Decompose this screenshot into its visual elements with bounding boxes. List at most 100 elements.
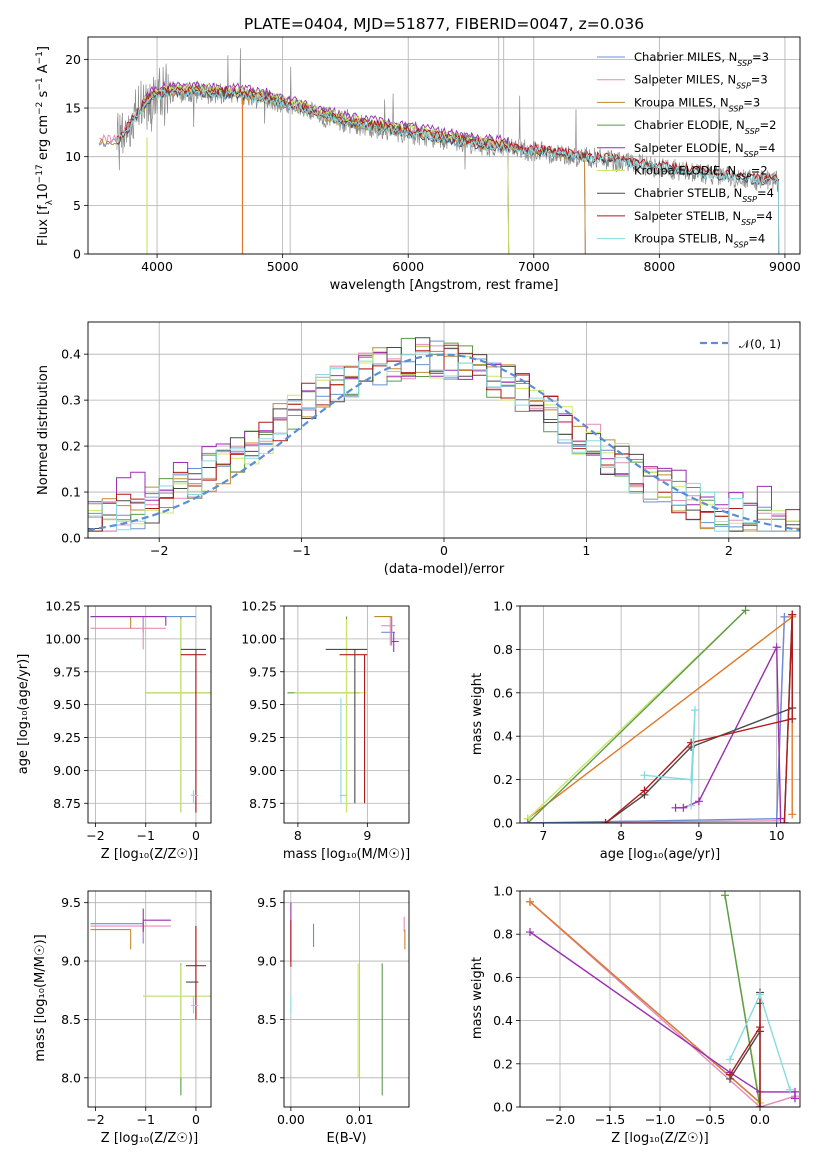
x-axis-label: (data-model)/error [384,562,505,577]
y-tick-label: 0.1 [61,485,81,500]
legend-label-text: Salpeter MILES, N [634,73,736,87]
legend-label-sub: SSP [744,149,759,158]
x-tick-label: 7000 [518,259,550,274]
weight-point-kroupa_stelib [786,1085,794,1094]
y-axis-label-part: Flux [f [36,205,51,246]
legend-label-text: Kroupa MILES, N [634,95,729,109]
x-tick-label: 8 [617,828,625,843]
x-tick-label: −2.0 [545,1112,575,1127]
y-tick-label: 0.6 [493,970,513,985]
weight-point-salpeter_stelib [788,610,797,619]
legend-label-sub: SSP [737,59,752,68]
legend-label-text: Chabrier MILES, N [634,50,737,64]
x-tick-label: 0.0 [750,1112,770,1127]
legend-label-suffix: =3 [751,73,768,87]
y-axis-label-part: −17 [35,164,45,183]
x-tick-label: 0.00 [277,1112,305,1127]
weight-line-chabrier_elodie [724,895,761,1107]
legend-label: Chabrier ELODIE, NSSP=2 [634,118,776,136]
panel-age_vs_Z: −2 −1 0 8.75 9.00 9.25 9.50 9.75 10.00 10.25 Z [lo… [16,599,212,862]
y-tick-label: 10.25 [45,599,81,614]
x-tick-label: 9 [363,828,371,843]
x-axis-label: Z [log₁₀(Z/Z☉)] [101,1131,198,1146]
weight-point-salpeter_stelib [640,786,649,795]
x-tick-label: −2 [150,543,168,558]
weight-point-salpeter_elodie [671,803,680,812]
y-tick-label: 9.75 [249,664,277,679]
panel-mass_vs_Z: −2 −1 0 8.0 8.5 9.0 9.5 Z [log₁₀(Z/Z☉)] mass [lo… [33,890,212,1146]
legend-label: Kroupa STELIB, NSSP=4 [634,232,765,250]
model-spectrum-salpeter_miles [99,84,586,254]
plot-area [523,606,797,823]
y-tick-label: 8.5 [257,1012,277,1027]
weight-line-salpeter_stelib [729,1003,761,1107]
y-tick-label: 9.00 [249,763,277,778]
residual-histogram-chabrier_stelib [88,337,800,532]
panel-mass_vs_ebv: 0.00 0.01 8.0 8.5 9.0 9.5 E(B-V) [257,890,410,1146]
legend-label-text: Kroupa STELIB, N [634,232,734,246]
x-axis-label: Z [log₁₀(Z/Z☉)] [611,1131,708,1146]
axes-frame [87,890,212,1108]
x-tick-label: 0.01 [346,1112,374,1127]
y-tick-label: 0.2 [493,1056,513,1071]
weight-point-orange [526,897,534,906]
y-tick-label: 0.4 [493,729,513,744]
plot-area [88,337,800,532]
weight-point-salpeter_stelib [756,1023,764,1032]
legend-label: Salpeter MILES, NSSP=3 [634,73,768,91]
y-tick-label: 1.0 [493,599,513,614]
legend-label: 𝒩(0, 1) [739,337,781,351]
y-axis-label-part: s [36,90,51,101]
legend-label-suffix: =4 [758,141,775,155]
weight-line-orange [529,901,761,1104]
x-tick-label: 8000 [643,259,675,274]
x-tick-label: −1 [137,1112,155,1127]
residual-histogram-kroupa_stelib [88,351,800,532]
plot-area [526,891,799,1107]
legend-label-sub: SSP [736,81,751,90]
legend-label-sub: SSP [729,104,744,113]
y-tick-label: 8.75 [249,796,277,811]
y-tick-label: 8.75 [53,796,81,811]
x-tick-label: 0 [440,543,448,558]
y-tick-label: 0.8 [493,642,513,657]
y-axis-label: mass weight [470,957,485,1039]
y-tick-label: 0.0 [493,816,513,831]
legend-label-sub: SSP [741,217,756,226]
x-tick-label: −1.5 [595,1112,625,1127]
legend-label-text: Salpeter STELIB, N [634,209,741,223]
legend-label-suffix: =3 [752,50,769,64]
y-tick-label: 8.5 [61,1012,81,1027]
y-axis-label: mass [log₁₀(M/M☉)] [33,934,48,1061]
legend-label: Chabrier MILES, NSSP=3 [634,50,769,68]
x-tick-label: 4000 [141,259,173,274]
axes-frame [519,605,801,824]
legend-label-sub: SSP [745,127,760,136]
weight-point-kroupa_stelib [756,990,764,999]
y-axis-label: age [log₁₀(age/yr)] [16,654,31,775]
weight-point-chabrier_elodie [741,606,750,615]
weight-point-salpeter_stelib [756,1103,764,1107]
y-tick-label: 0.2 [61,439,81,454]
plot-area [90,615,211,813]
plot-area [287,615,399,813]
x-tick-label: −2 [86,1112,104,1127]
x-tick-label: −1 [137,828,155,843]
weight-point-salpeter_elodie [679,803,688,812]
x-axis-label: Z [log₁₀(Z/Z☉)] [101,847,198,862]
y-tick-label: 0.4 [493,1013,513,1028]
axes-frame [87,321,801,539]
weight-line-salpeter_stelib [605,614,793,823]
y-tick-label: 0.4 [61,347,81,362]
y-axis-label-part: 10 [36,183,51,200]
weight-point-orange [788,810,797,819]
weight-point-salpeter_stelib [726,1070,734,1079]
y-tick-label: 9.00 [53,763,81,778]
x-axis-label: E(B-V) [326,1131,366,1146]
axes-frame [519,890,801,1108]
legend-label: Kroupa MILES, NSSP=3 [634,95,760,113]
y-tick-label: 0.0 [61,531,81,546]
axes-frame [283,605,410,824]
legend-label-sub: SSP [734,240,749,249]
